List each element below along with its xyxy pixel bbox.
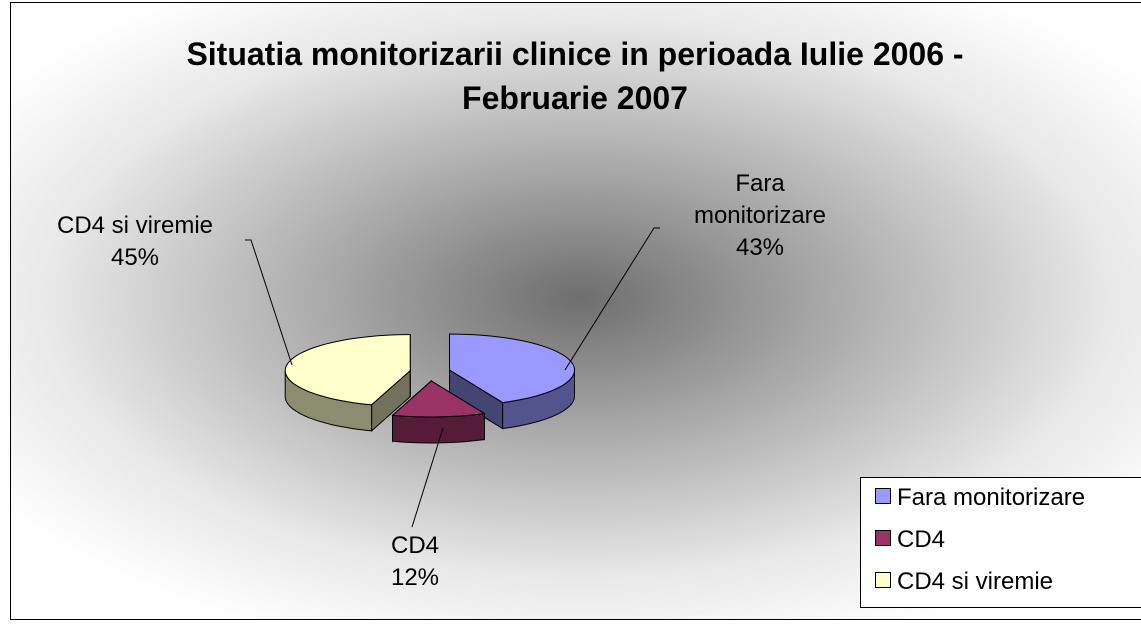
legend-label: CD4 [897, 526, 946, 553]
data-label-value: 43% [735, 234, 785, 261]
pie-slice [448, 333, 576, 404]
slice-wall [392, 413, 485, 444]
legend-item: CD4 si viremie [875, 568, 1053, 596]
data-label: CD4 12% [355, 530, 475, 594]
pie-slice [391, 380, 486, 418]
legend-swatch [875, 488, 891, 504]
leader-line [245, 239, 293, 366]
legend-item: Fara monitorizare [875, 484, 1085, 512]
data-label-category: CD4 si viremie [56, 212, 214, 239]
pie-tops [284, 333, 576, 418]
data-label: CD4 si viremie 45% [20, 210, 250, 274]
legend-swatch [875, 530, 891, 546]
legend-swatch [875, 572, 891, 588]
chart-title: Situatia monitorizarii clinice in perioa… [186, 36, 964, 116]
data-label-category: Fara monitorizare [693, 170, 827, 229]
pie-slice [284, 334, 411, 406]
data-label: Fara monitorizare 43% [670, 168, 850, 264]
leader-line [411, 427, 444, 528]
legend-item: CD4 [875, 526, 945, 554]
leader-line [564, 227, 660, 371]
data-label-value: 12% [390, 564, 440, 591]
data-label-category: CD4 [390, 532, 439, 559]
data-label-value: 45% [110, 244, 160, 271]
legend-label: Fara monitorizare [897, 484, 1086, 511]
legend-label: CD4 si viremie [897, 568, 1054, 595]
legend: Fara monitorizare CD4 CD4 si viremie [860, 477, 1141, 608]
